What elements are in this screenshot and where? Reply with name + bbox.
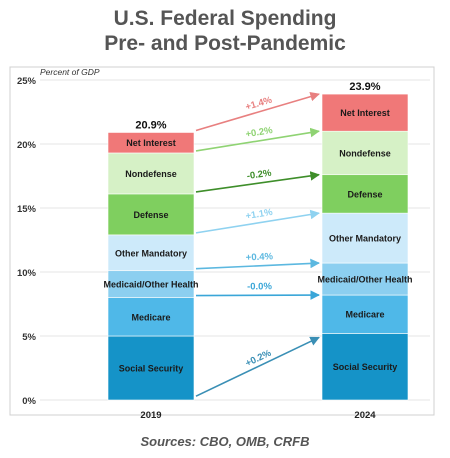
change-label: +1.1% <box>245 207 274 222</box>
segment-label: Other Mandatory <box>115 248 187 258</box>
change-arrow <box>195 171 320 193</box>
change-arrow <box>195 336 320 397</box>
bar-segment <box>321 93 409 132</box>
change-label: -0.2% <box>246 168 273 182</box>
segment-label: Net Interest <box>340 108 390 118</box>
change-arrow <box>195 209 320 234</box>
bar-segment <box>321 212 409 264</box>
segment-label: Defense <box>133 210 168 220</box>
total-label: 23.9% <box>349 81 380 93</box>
x-tick-label: 2019 <box>140 410 161 421</box>
source-note: Sources: CBO, OMB, CRFB <box>140 434 310 449</box>
bars <box>107 93 409 401</box>
change-arrow <box>195 127 320 152</box>
bar-segment <box>107 152 195 195</box>
x-tick-label: 2024 <box>354 410 376 421</box>
chart-title-line1: U.S. Federal Spending <box>113 7 337 30</box>
bar-segment <box>321 294 409 334</box>
y-tick-label: 20% <box>17 140 37 151</box>
bar-segment <box>107 193 195 236</box>
total-label: 20.9% <box>135 119 166 131</box>
segment-label: Medicare <box>131 312 170 322</box>
y-tick-label: 0% <box>22 396 36 407</box>
bar-segment <box>107 132 195 154</box>
bar-segment <box>321 262 409 296</box>
change-label: +0.2% <box>245 125 274 140</box>
change-arrow <box>195 91 320 132</box>
segment-label: Nondefense <box>125 169 177 179</box>
segment-label: Medicare <box>345 310 384 320</box>
y-tick-label: 5% <box>22 332 36 343</box>
change-arrow <box>195 258 320 270</box>
segment-label: Net Interest <box>126 138 176 148</box>
change-label: -0.0% <box>247 281 272 292</box>
bar-segment <box>321 174 409 214</box>
labels: 0% 5% 10% 15% 20% 25%Percent of GDP Social Sec… <box>17 67 413 421</box>
change-arrow <box>195 290 320 300</box>
segment-label: Defense <box>347 189 382 199</box>
chart-title-line2: Pre- and Post-Pandemic <box>104 32 346 55</box>
segment-label: Other Mandatory <box>329 234 401 244</box>
segment-label: Medicaid/Other Health <box>103 280 198 290</box>
change-arrows <box>195 91 320 397</box>
segment-label: Social Security <box>333 362 398 372</box>
change-label: +0.4% <box>246 251 274 263</box>
segment-label: Nondefense <box>339 148 391 158</box>
y-tick-label: 10% <box>17 268 37 279</box>
y-tick-label: 25% <box>17 76 37 87</box>
y-axis-label: Percent of GDP <box>40 67 100 77</box>
bar-segment <box>321 333 409 401</box>
segment-label: Social Security <box>119 364 184 374</box>
segment-label: Medicaid/Other Health <box>317 275 412 285</box>
y-tick-label: 15% <box>17 204 37 215</box>
